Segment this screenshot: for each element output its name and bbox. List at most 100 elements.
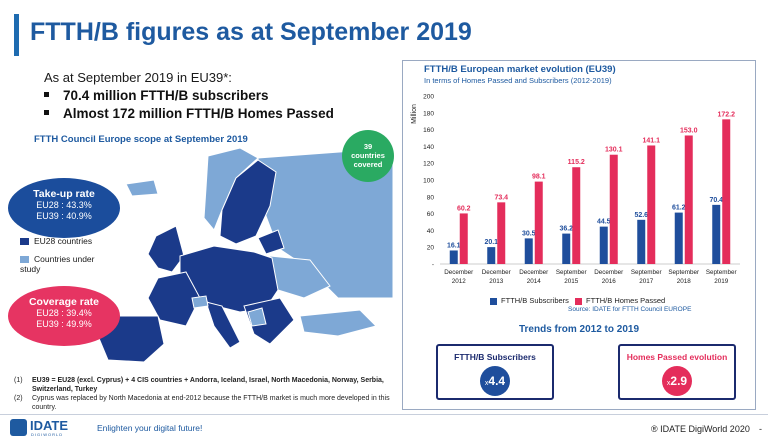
x-tick-label: 2015 — [564, 278, 579, 285]
data-label: 153.0 — [680, 127, 698, 134]
data-label: 98.1 — [532, 174, 546, 181]
data-label: 16.1 — [447, 242, 461, 249]
y-tick-label: 20 — [427, 245, 435, 252]
map-region-switzerland — [191, 295, 209, 309]
chart-legend-subscribers: FTTH/B Subscribers — [490, 296, 569, 305]
chart-subtitle: In terms of Homes Passed and Subscribers… — [424, 76, 612, 85]
footer-tagline: Enlighten your digital future! — [97, 423, 203, 433]
x-tick-label: December — [519, 269, 548, 276]
map-region-scandinavia — [219, 159, 277, 245]
page-title: FTTH/B figures as at September 2019 — [30, 18, 472, 46]
coverage-rate-title: Coverage rate — [28, 296, 100, 308]
idate-logo: IDATE — [30, 418, 69, 433]
x-tick-label: 2016 — [602, 278, 617, 285]
data-label: 44.5 — [597, 219, 611, 226]
countries-covered-badge: 39 countries covered — [342, 130, 394, 182]
x-tick-label: 2013 — [489, 278, 504, 285]
x-tick-label: December — [482, 269, 511, 276]
bar-subscribers — [562, 233, 571, 264]
chart-title: FTTH/B European market evolution (EU39) — [424, 64, 616, 75]
map-legend-eu28: EU28 countries — [20, 236, 92, 246]
map-region-iceland — [125, 179, 159, 197]
map-region-serbia — [247, 307, 267, 327]
trend-homes-value: x2.9 — [662, 366, 692, 396]
idate-logo-sub: DIGIWORLD — [31, 432, 64, 437]
chart-source: Source: IDATE for FTTH Council EUROPE — [568, 306, 692, 313]
bar-homes-passed — [497, 202, 506, 264]
chart-legend-homes: FTTH/B Homes Passed — [575, 296, 665, 305]
map-region-baltic — [257, 229, 285, 255]
idate-logo-icon — [10, 419, 27, 436]
bar-homes-passed — [684, 135, 693, 264]
takeup-rate-title: Take-up rate — [33, 188, 95, 200]
x-tick-label: 2014 — [527, 278, 542, 285]
map-region-turkey — [299, 309, 377, 337]
bar-homes-passed — [459, 213, 468, 264]
data-label: 130.1 — [605, 147, 623, 154]
x-tick-label: 2017 — [639, 278, 654, 285]
takeup-rate-eu39: EU39 : 40.9% — [36, 211, 92, 221]
bar-subscribers — [524, 238, 533, 264]
data-label: 115.2 — [568, 159, 585, 166]
coverage-rate-bubble: Coverage rate EU28 : 39.4% EU39 : 49.9% — [8, 286, 120, 346]
footer-copyright: ® IDATE DigiWorld 2020 — [651, 424, 750, 434]
x-tick-label: 2018 — [677, 278, 692, 285]
y-axis-label: Million — [411, 104, 418, 124]
bar-homes-passed — [722, 119, 731, 264]
takeup-rate-eu28: EU28 : 43.3% — [36, 200, 92, 210]
bar-subscribers — [449, 250, 458, 264]
data-label: 70.4 — [709, 197, 723, 204]
data-label: 20.1 — [484, 239, 498, 246]
legend-swatch — [575, 297, 582, 305]
y-tick-label: 120 — [423, 161, 434, 168]
x-tick-label: December — [444, 269, 473, 276]
data-label: 52.6 — [634, 212, 648, 219]
footer-page-dash: - — [759, 424, 762, 434]
x-tick-label: September — [668, 269, 699, 276]
x-tick-label: 2019 — [714, 278, 729, 285]
bar-subscribers — [712, 204, 721, 264]
y-tick-label: 180 — [423, 110, 434, 117]
market-evolution-chart: Million 200 180 160 140 120 100 80 60 40 20 - 16.1 60… — [411, 94, 740, 285]
data-label: 36.2 — [559, 226, 573, 233]
x-tick-label: 2012 — [452, 278, 467, 285]
trend-subscribers-label: FTTH/B Subscribers — [454, 352, 536, 362]
trend-subscribers-value: x4.4 — [480, 366, 510, 396]
map-region-italy — [205, 301, 241, 349]
y-tick-label: 140 — [423, 144, 434, 151]
data-label: 73.4 — [494, 194, 508, 201]
title-accent-bar — [14, 14, 19, 56]
bullet-subscribers: 70.4 million FTTH/B subscribers — [44, 88, 269, 103]
map-region-uk-ireland — [147, 225, 185, 273]
map-title: FTTH Council Europe scope at September 2… — [34, 134, 248, 145]
footnote-2: (2) Cyprus was replaced by North Macedoni… — [14, 395, 390, 411]
footnotes: (1) EU39 = EU28 (excl. Cyprus) + 4 CIS co… — [14, 376, 394, 412]
y-tick-label: 160 — [423, 127, 434, 134]
x-tick-label: December — [594, 269, 623, 276]
footnote-1: (1) EU39 = EU28 (excl. Cyprus) + 4 CIS co… — [14, 377, 384, 393]
coverage-rate-eu39: EU39 : 49.9% — [36, 319, 92, 329]
data-label: 141.1 — [642, 137, 660, 144]
coverage-rate-eu28: EU28 : 39.4% — [36, 308, 92, 318]
trend-homes-label: Homes Passed evolution — [626, 352, 728, 362]
y-tick-label: 40 — [427, 228, 435, 235]
data-label: 60.2 — [457, 205, 471, 212]
data-label: 30.5 — [522, 230, 536, 237]
bar-subscribers — [637, 219, 646, 264]
map-region-france — [147, 271, 201, 327]
data-label: 172.2 — [717, 111, 735, 118]
bar-homes-passed — [609, 154, 618, 264]
trend-subscribers-box: FTTH/B Subscribers x4.4 — [436, 344, 554, 400]
y-tick-label: - — [432, 262, 434, 269]
legend-swatch — [20, 238, 29, 246]
takeup-rate-bubble: Take-up rate EU28 : 43.3% EU39 : 40.9% — [8, 178, 120, 238]
y-tick-label: 200 — [423, 94, 434, 101]
trend-homes-box: Homes Passed evolution x2.9 — [618, 344, 736, 400]
bar-subscribers — [599, 226, 608, 264]
y-tick-label: 60 — [427, 211, 435, 218]
bar-subscribers — [674, 212, 683, 264]
chart-panel — [402, 60, 756, 410]
intro-line: As at September 2019 in EU39*: — [44, 70, 232, 85]
legend-swatch — [490, 297, 497, 305]
x-tick-label: September — [706, 269, 737, 276]
